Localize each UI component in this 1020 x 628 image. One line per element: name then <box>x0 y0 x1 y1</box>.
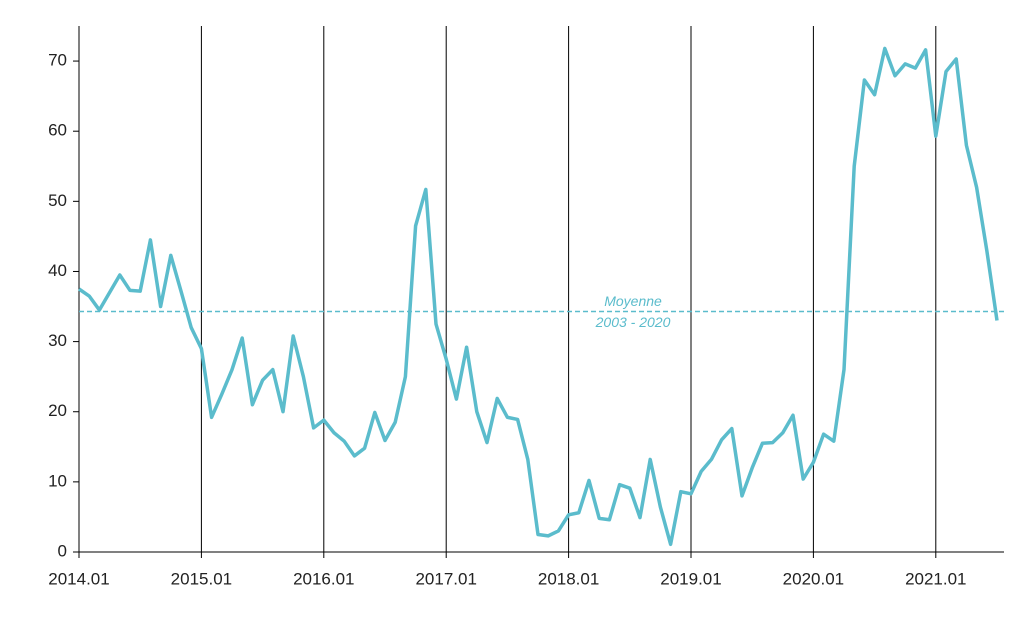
y-tick-label: 70 <box>48 51 67 70</box>
y-tick-label: 10 <box>48 471 67 490</box>
y-tick-label: 30 <box>48 331 67 350</box>
x-tick-label: 2018.01 <box>538 569 599 588</box>
x-tick-label: 2015.01 <box>171 569 232 588</box>
y-tick-label: 60 <box>48 121 67 140</box>
data-line <box>78 46 999 547</box>
y-tick-label: 0 <box>58 541 67 560</box>
y-tick-label: 20 <box>48 401 67 420</box>
x-tick-label: 2016.01 <box>293 569 354 588</box>
y-tick-label: 40 <box>48 261 67 280</box>
reference-label: Moyenne <box>604 293 662 309</box>
x-tick-label: 2020.01 <box>783 569 844 588</box>
x-tick-label: 2019.01 <box>660 569 721 588</box>
reference-label: 2003 - 2020 <box>595 314 671 330</box>
y-tick-label: 50 <box>48 191 67 210</box>
x-tick-label: 2014.01 <box>48 569 109 588</box>
x-tick-label: 2017.01 <box>415 569 476 588</box>
x-tick-label: 2021.01 <box>905 569 966 588</box>
